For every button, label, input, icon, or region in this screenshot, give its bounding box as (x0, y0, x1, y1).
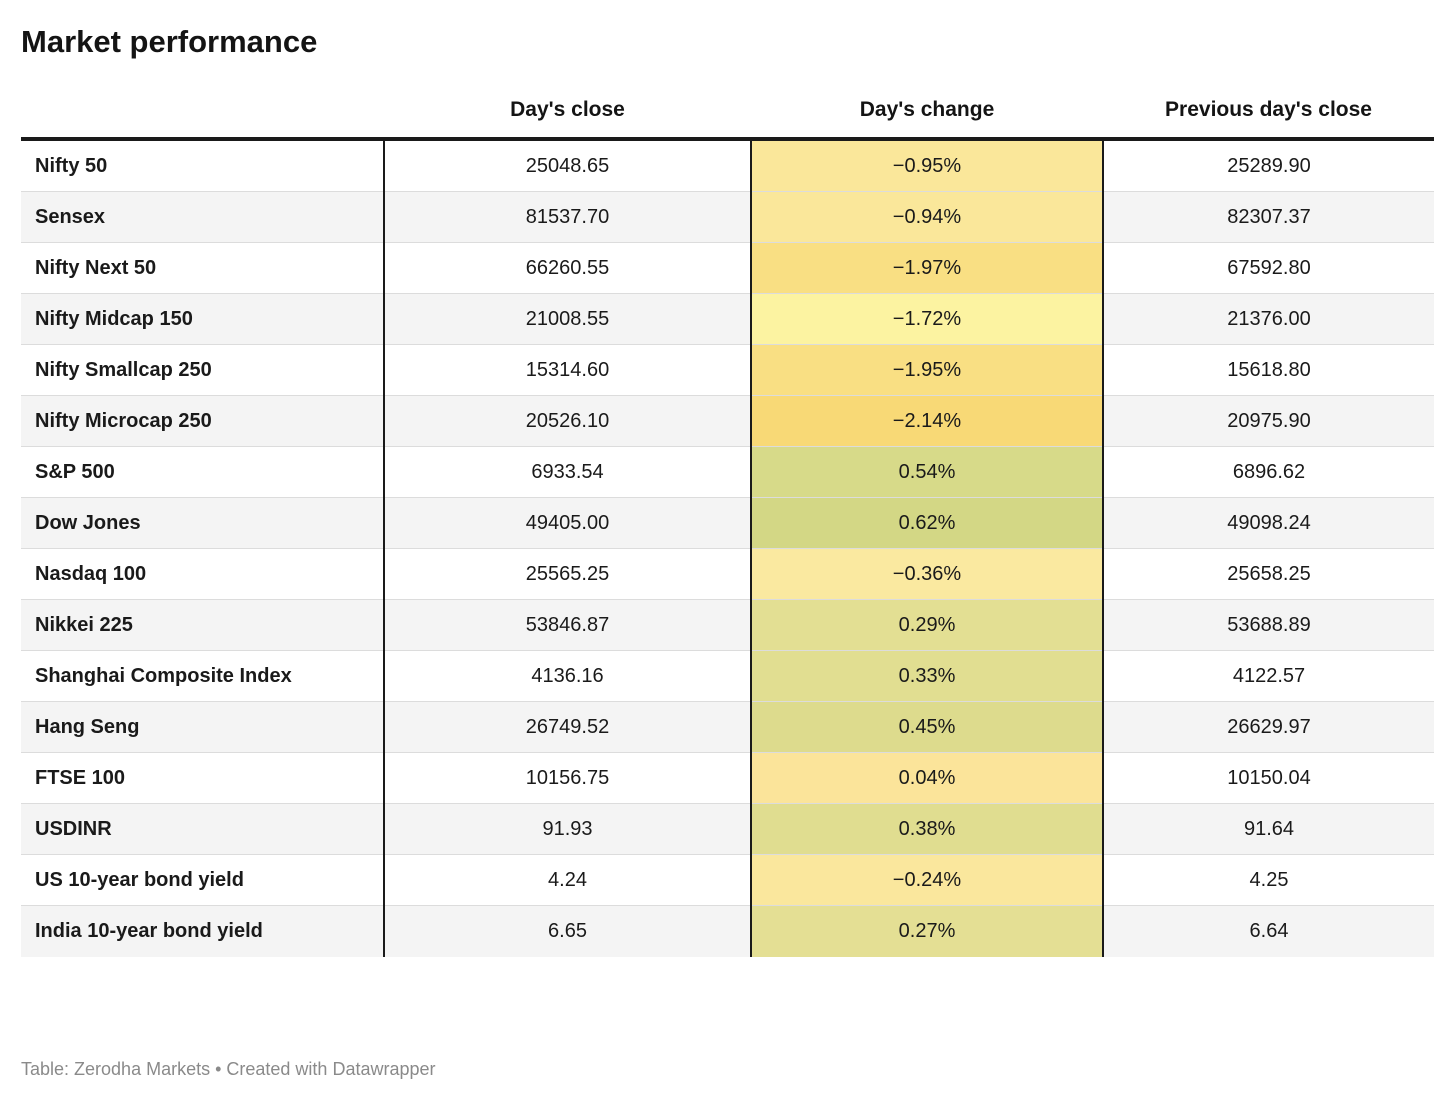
previous-close-value: 20975.90 (1103, 395, 1434, 447)
row-label: Nasdaq 100 (21, 548, 385, 600)
column-header-blank (21, 98, 384, 141)
table-row: Dow Jones 49405.00 0.62% 49098.24 (21, 497, 1434, 549)
column-header-days-close: Day's close (384, 98, 751, 141)
table-row: US 10-year bond yield 4.24 −0.24% 4.25 (21, 854, 1434, 906)
market-performance-table: Day's close Day's change Previous day's … (21, 98, 1434, 957)
table-row: Shanghai Composite Index 4136.16 0.33% 4122… (21, 650, 1434, 702)
row-label: Nifty Next 50 (21, 242, 385, 294)
days-change-value: 0.33% (750, 650, 1104, 702)
column-header-days-change: Day's change (751, 98, 1103, 141)
table-row: Sensex 81537.70 −0.94% 82307.37 (21, 191, 1434, 243)
days-close-value: 25048.65 (525, 155, 610, 177)
table-row: Nifty Smallcap 250 15314.60 −1.95% 15618.80 (21, 344, 1434, 396)
row-label: Nikkei 225 (21, 599, 385, 651)
table-row: Hang Seng 26749.52 0.45% 26629.97 (21, 701, 1434, 753)
previous-close-value: 10150.04 (1103, 752, 1434, 804)
row-label: USDINR (21, 803, 385, 855)
previous-close-value: 6.64 (1103, 905, 1434, 957)
days-close-value: 4136.16 (384, 650, 751, 702)
row-label: India 10-year bond yield (21, 905, 385, 957)
previous-close-value: 49098.24 (1103, 497, 1434, 549)
row-label: Nifty Midcap 150 (21, 293, 385, 345)
previous-close-value: 82307.37 (1103, 191, 1434, 243)
days-change-value: 0.04% (750, 752, 1104, 804)
days-change-value: −0.36% (750, 548, 1104, 600)
days-close-value: 21008.55 (384, 293, 751, 345)
days-close-value: 49405.00 (384, 497, 751, 549)
previous-close-value: 25289.90 (1227, 155, 1311, 177)
previous-close-value: 91.64 (1103, 803, 1434, 855)
row-label: US 10-year bond yield (21, 854, 385, 906)
row-label: Dow Jones (21, 497, 385, 549)
row-label: Hang Seng (21, 701, 385, 753)
table-row: Nifty 50 25048.65 −0.95% 25289.90 (21, 139, 1434, 192)
days-change-value: 0.27% (750, 905, 1104, 957)
attribution-footer: Table: Zerodha Markets • Created with Da… (21, 1059, 436, 1079)
days-close-value: 25565.25 (384, 548, 751, 600)
days-close-value: 81537.70 (384, 191, 751, 243)
days-close-value: 53846.87 (384, 599, 751, 651)
table-row: Nasdaq 100 25565.25 −0.36% 25658.25 (21, 548, 1434, 600)
days-close-value: 91.93 (384, 803, 751, 855)
table-row: S&P 500 6933.54 0.54% 6896.62 (21, 446, 1434, 498)
row-label: Nifty 50 (21, 139, 385, 192)
row-label: Nifty Microcap 250 (21, 395, 385, 447)
table-row: India 10-year bond yield 6.65 0.27% 6.64 (21, 905, 1434, 957)
table-row: Nikkei 225 53846.87 0.29% 53688.89 (21, 599, 1434, 651)
row-label: Shanghai Composite Index (21, 650, 385, 702)
previous-close-value: 4122.57 (1103, 650, 1434, 702)
days-change-value: −1.72% (750, 293, 1104, 345)
days-change-value: 0.62% (750, 497, 1104, 549)
days-change-value: −1.95% (750, 344, 1104, 396)
table-header: Day's close Day's change Previous day's … (21, 98, 1434, 141)
days-change-value: −0.24% (750, 854, 1104, 906)
previous-close-value: 67592.80 (1103, 242, 1434, 294)
previous-close-value: 21376.00 (1103, 293, 1434, 345)
table-row: USDINR 91.93 0.38% 91.64 (21, 803, 1434, 855)
days-change-value: −0.95% (750, 139, 1104, 192)
page-title: Market performance (21, 24, 318, 59)
days-close-value: 10156.75 (384, 752, 751, 804)
days-change-value: −0.94% (750, 191, 1104, 243)
previous-close-value: 25658.25 (1103, 548, 1434, 600)
header-row: Day's close Day's change Previous day's … (21, 98, 1434, 141)
table-row: Nifty Microcap 250 20526.10 −2.14% 20975.90 (21, 395, 1434, 447)
days-close-value: 66260.55 (384, 242, 751, 294)
previous-close-value: 15618.80 (1103, 344, 1434, 396)
days-close-value: 6.65 (384, 905, 751, 957)
days-close-value: 6933.54 (384, 446, 751, 498)
table-body: Nifty 50 25048.65 −0.95% 25289.90 Sensex 8153… (21, 139, 1434, 957)
table-row: Nifty Midcap 150 21008.55 −1.72% 21376.00 (21, 293, 1434, 345)
row-label: Nifty Smallcap 250 (21, 344, 385, 396)
previous-close-value: 53688.89 (1103, 599, 1434, 651)
days-change-value: −1.97% (750, 242, 1104, 294)
days-close-value: 26749.52 (384, 701, 751, 753)
days-close-value: 4.24 (384, 854, 751, 906)
table-row: FTSE 100 10156.75 0.04% 10150.04 (21, 752, 1434, 804)
previous-close-value: 6896.62 (1103, 446, 1434, 498)
days-close-value: 20526.10 (384, 395, 751, 447)
days-change-value: 0.29% (750, 599, 1104, 651)
days-change-value: 0.54% (750, 446, 1104, 498)
row-label: FTSE 100 (21, 752, 385, 804)
previous-close-value: 26629.97 (1103, 701, 1434, 753)
column-header-previous-days-close: Previous day's close (1103, 98, 1434, 141)
days-change-value: 0.38% (750, 803, 1104, 855)
days-change-value: 0.45% (750, 701, 1104, 753)
days-change-value: −2.14% (750, 395, 1104, 447)
days-close-value: 15314.60 (384, 344, 751, 396)
previous-close-value: 4.25 (1103, 854, 1434, 906)
table-row: Nifty Next 50 66260.55 −1.97% 67592.80 (21, 242, 1434, 294)
row-label: Sensex (21, 191, 385, 243)
row-label: S&P 500 (21, 446, 385, 498)
